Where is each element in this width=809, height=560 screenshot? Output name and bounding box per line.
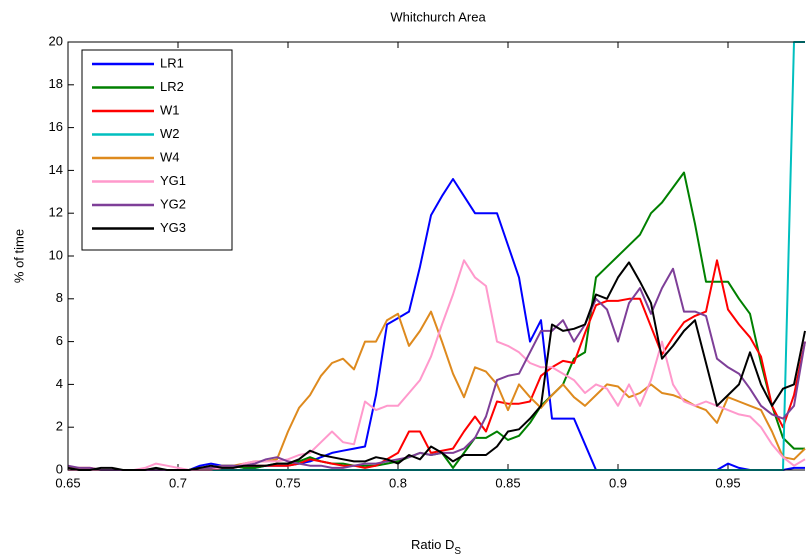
legend-label: YG3: [160, 220, 186, 235]
legend-label: YG2: [160, 196, 186, 211]
y-tick-label: 14: [49, 162, 63, 177]
y-tick-label: 2: [56, 419, 63, 434]
x-tick-label: 0.75: [275, 475, 300, 490]
x-label-main: Ratio D: [411, 537, 454, 552]
legend-label: LR1: [160, 55, 184, 70]
legend-label: W1: [160, 102, 180, 117]
x-tick-label: 0.9: [609, 475, 627, 490]
x-axis-label: Ratio DS: [411, 537, 461, 556]
y-tick-label: 8: [56, 290, 63, 305]
x-label-sub: S: [454, 546, 461, 557]
y-tick-label: 16: [49, 119, 63, 134]
x-tick-label: 0.65: [55, 475, 80, 490]
x-tick-label: 0.8: [389, 475, 407, 490]
y-tick-label: 0: [56, 461, 63, 476]
y-tick-label: 18: [49, 76, 63, 91]
legend-label: YG1: [160, 173, 186, 188]
legend-label: W2: [160, 126, 180, 141]
y-tick-label: 12: [49, 205, 63, 220]
x-tick-label: 0.7: [169, 475, 187, 490]
legend-box: [81, 49, 233, 251]
y-tick-label: 20: [49, 33, 63, 48]
legend-label: LR2: [160, 79, 184, 94]
y-axis-label: % of time: [11, 229, 26, 283]
x-tick-label: 0.85: [495, 475, 520, 490]
x-tick-label: 0.95: [715, 475, 740, 490]
y-tick-label: 10: [49, 247, 63, 262]
chart-title: Whitchurch Area: [390, 9, 486, 24]
y-tick-label: 6: [56, 333, 63, 348]
y-tick-label: 4: [56, 376, 63, 391]
axes-box: [67, 41, 805, 471]
legend-label: W4: [160, 149, 180, 164]
